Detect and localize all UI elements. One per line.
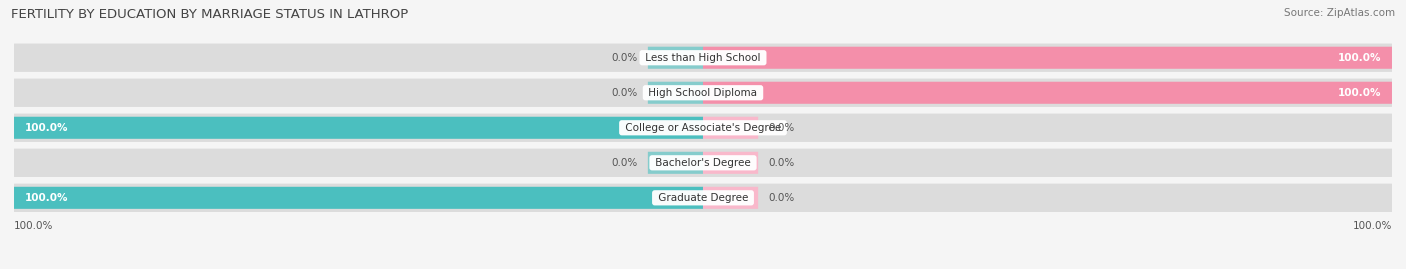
- Text: 0.0%: 0.0%: [612, 158, 637, 168]
- FancyBboxPatch shape: [14, 187, 703, 209]
- Text: 100.0%: 100.0%: [24, 193, 67, 203]
- FancyBboxPatch shape: [703, 82, 1392, 104]
- FancyBboxPatch shape: [14, 184, 1392, 212]
- FancyBboxPatch shape: [703, 152, 758, 174]
- Text: FERTILITY BY EDUCATION BY MARRIAGE STATUS IN LATHROP: FERTILITY BY EDUCATION BY MARRIAGE STATU…: [11, 8, 409, 21]
- Text: Bachelor's Degree: Bachelor's Degree: [652, 158, 754, 168]
- FancyBboxPatch shape: [703, 117, 758, 139]
- FancyBboxPatch shape: [14, 117, 703, 139]
- Text: 100.0%: 100.0%: [14, 221, 53, 231]
- Text: High School Diploma: High School Diploma: [645, 88, 761, 98]
- FancyBboxPatch shape: [14, 114, 1392, 142]
- FancyBboxPatch shape: [14, 79, 1392, 107]
- FancyBboxPatch shape: [648, 82, 703, 104]
- Text: 100.0%: 100.0%: [1339, 88, 1382, 98]
- Text: College or Associate's Degree: College or Associate's Degree: [621, 123, 785, 133]
- FancyBboxPatch shape: [14, 44, 1392, 72]
- FancyBboxPatch shape: [648, 47, 703, 69]
- Text: 0.0%: 0.0%: [612, 88, 637, 98]
- FancyBboxPatch shape: [703, 47, 1392, 69]
- FancyBboxPatch shape: [14, 148, 1392, 177]
- FancyBboxPatch shape: [703, 187, 758, 209]
- Text: 100.0%: 100.0%: [1353, 221, 1392, 231]
- Text: 0.0%: 0.0%: [769, 123, 794, 133]
- Text: 0.0%: 0.0%: [769, 158, 794, 168]
- Text: Less than High School: Less than High School: [643, 53, 763, 63]
- Text: 100.0%: 100.0%: [24, 123, 67, 133]
- Text: 0.0%: 0.0%: [612, 53, 637, 63]
- Text: Source: ZipAtlas.com: Source: ZipAtlas.com: [1284, 8, 1395, 18]
- Text: 0.0%: 0.0%: [769, 193, 794, 203]
- FancyBboxPatch shape: [648, 152, 703, 174]
- Text: Graduate Degree: Graduate Degree: [655, 193, 751, 203]
- Text: 100.0%: 100.0%: [1339, 53, 1382, 63]
